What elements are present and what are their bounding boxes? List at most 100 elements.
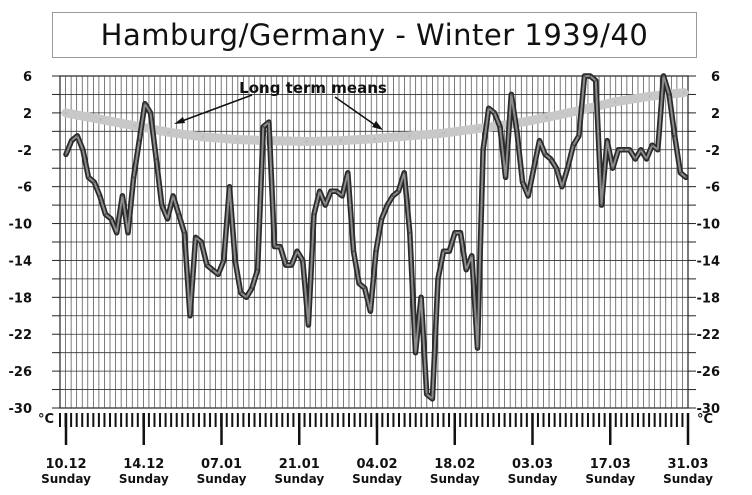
temperature-point — [183, 231, 186, 234]
temperature-point — [65, 153, 67, 156]
temperature-point — [166, 217, 169, 220]
temperature-point — [110, 217, 113, 220]
temperature-point — [234, 259, 237, 262]
temperature-point — [262, 125, 265, 128]
long-term-means-point — [648, 94, 652, 98]
temperature-point — [138, 139, 141, 142]
temperature-point — [375, 250, 377, 253]
y-tick-label-right: -10 — [697, 218, 721, 233]
temperature-point — [561, 185, 563, 188]
temperature-point — [313, 213, 315, 216]
temperature-point — [127, 231, 129, 234]
temperature-point — [606, 139, 609, 142]
temperature-point — [267, 121, 270, 124]
temperature-point — [352, 250, 355, 253]
temperature-point — [115, 231, 118, 234]
x-day-label: Sunday — [352, 472, 402, 486]
temperature-point — [448, 250, 451, 253]
temperature-point — [651, 144, 654, 147]
temperature-point — [437, 277, 439, 280]
annotation-arrowhead-right — [372, 121, 383, 130]
annotation-arrow-right — [334, 96, 376, 126]
temperature-point — [70, 139, 73, 142]
temperature-point — [645, 158, 648, 160]
temperature-point — [656, 148, 659, 151]
temperature-point — [391, 194, 394, 197]
y-tick-label-right: -18 — [697, 291, 721, 306]
y-tick-label-left: -30 — [9, 402, 33, 417]
long-term-means-point — [133, 124, 137, 128]
y-tick-label-right: 2 — [711, 107, 720, 122]
temperature-point — [662, 75, 665, 77]
temperature-point — [510, 93, 513, 96]
temperature-point — [493, 111, 496, 114]
temperature-point — [296, 250, 299, 253]
long-term-means-point — [64, 111, 68, 115]
temperature-point — [572, 144, 575, 147]
temperature-point — [222, 259, 225, 262]
x-date-label: 04.02 — [356, 457, 397, 472]
annotation-layer: Long term means — [174, 79, 387, 130]
temperature-point — [76, 134, 79, 137]
temperature-point — [149, 111, 152, 114]
temperature-point — [459, 231, 462, 234]
temperature-point — [81, 148, 84, 151]
temperature-point — [93, 181, 96, 184]
temperature-point — [482, 148, 485, 151]
temperature-point — [87, 176, 90, 179]
temperature-point — [470, 254, 473, 257]
temperature-point — [132, 176, 135, 179]
x-date-label: 07.01 — [201, 457, 242, 472]
temperature-point — [679, 171, 682, 174]
y-tick-label-right: -22 — [697, 328, 721, 343]
temperature-point — [465, 268, 468, 271]
long-term-means-point — [545, 116, 549, 119]
temperature-point — [594, 79, 597, 82]
temperature-point — [476, 347, 479, 350]
long-term-means-point — [167, 130, 171, 134]
y-tick-label-right: 6 — [711, 70, 720, 85]
long-term-means-point — [613, 100, 617, 104]
x-day-label: Sunday — [119, 472, 169, 486]
temperature-point — [177, 213, 180, 216]
temperature-point — [211, 268, 214, 271]
y-tick-label-left: -10 — [9, 218, 33, 233]
temperature-point — [307, 324, 310, 326]
temperature-point — [634, 158, 637, 160]
temperature-point — [143, 102, 146, 105]
temperature-point — [453, 231, 456, 234]
y-tick-label-right: -2 — [706, 144, 720, 159]
long-term-means-point — [373, 137, 377, 141]
long-term-means-point — [476, 127, 480, 131]
temperature-point — [369, 310, 372, 313]
temperature-point — [668, 93, 671, 96]
temperature-point — [284, 264, 287, 267]
temperature-point — [228, 185, 231, 188]
temperature-point — [527, 194, 530, 197]
y-tick-label-left: -2 — [18, 144, 32, 159]
x-day-label: Sunday — [197, 472, 247, 486]
temperature-point — [617, 148, 620, 151]
long-term-means-point — [682, 91, 686, 95]
temperature-point — [487, 107, 490, 110]
chart-axes: 6 6 2 2 -2 -2 -6 -6 -10 -10 -14 -14 -18 -18 -22 -22 -26 -… — [9, 70, 721, 486]
chart-title-box: Hamburg/Germany - Winter 1939/40 — [52, 12, 697, 58]
x-date-label: 17.03 — [590, 457, 631, 472]
y-tick-label-left: 6 — [23, 70, 32, 85]
temperature-point — [639, 148, 642, 151]
temperature-point — [251, 287, 253, 290]
x-day-label: Sunday — [274, 472, 324, 486]
temperature-point — [504, 176, 507, 179]
temperature-point — [194, 236, 197, 239]
long-term-means-point — [236, 138, 240, 142]
temperature-point — [515, 130, 518, 133]
temperature-point — [200, 241, 203, 243]
long-term-means-point — [407, 134, 411, 138]
temperature-layer — [63, 73, 689, 402]
temperature-point — [301, 259, 304, 262]
annotation-long-term-means: Long term means — [239, 79, 387, 97]
x-day-label: Sunday — [41, 472, 91, 486]
means-layer — [61, 88, 689, 146]
temperature-point — [611, 167, 614, 170]
